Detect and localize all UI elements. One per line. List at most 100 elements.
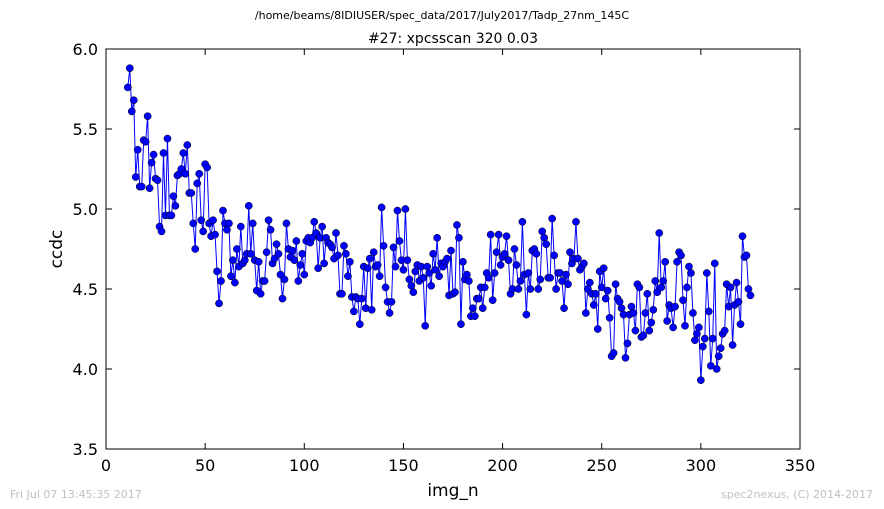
data-point xyxy=(385,309,394,317)
data-point xyxy=(187,189,196,197)
data-point xyxy=(609,349,618,357)
data-point xyxy=(673,257,681,266)
data-point xyxy=(191,245,200,253)
data-point xyxy=(260,277,269,285)
data-point xyxy=(698,342,707,351)
data-point xyxy=(346,257,354,266)
plot-area: 0 50 100 150 200 250 300 350 3.5 4.0 4.5 5.0 5.5 6.0 xyxy=(73,40,816,475)
data-point xyxy=(677,251,685,260)
data-point xyxy=(203,163,211,172)
data-point xyxy=(605,313,614,322)
data-point xyxy=(524,269,533,277)
data-point xyxy=(240,256,249,265)
data-point xyxy=(580,259,588,268)
data-point xyxy=(421,321,430,330)
data-point xyxy=(227,272,235,281)
data-point xyxy=(562,270,570,279)
data-point xyxy=(732,278,741,287)
data-point xyxy=(314,264,323,273)
suptitle: /home/beams/8IDIUSER/spec_data/2017/July… xyxy=(255,9,630,22)
data-point xyxy=(540,233,549,242)
data-point xyxy=(278,294,287,303)
data-point xyxy=(342,249,350,258)
data-point xyxy=(288,246,297,255)
data-point xyxy=(746,291,755,300)
data-point xyxy=(292,237,301,245)
footer-timestamp: Fri Jul 07 13:45:35 2017 xyxy=(10,488,142,501)
data-point xyxy=(133,145,142,154)
data-point xyxy=(298,249,307,258)
data-point xyxy=(262,248,271,257)
data-point xyxy=(504,256,513,265)
data-point xyxy=(447,246,455,255)
data-point xyxy=(318,222,326,231)
data-point xyxy=(231,278,239,287)
y-tick-label: 3.5 xyxy=(73,440,98,459)
y-axis-label: ccdc xyxy=(47,230,67,269)
data-point xyxy=(496,261,505,269)
data-point xyxy=(145,184,154,193)
data-point xyxy=(457,320,465,329)
data-point xyxy=(125,64,134,73)
data-point xyxy=(167,211,176,220)
data-point xyxy=(395,237,404,245)
data-point xyxy=(320,259,328,268)
data-point xyxy=(379,241,388,250)
data-point xyxy=(552,285,560,293)
x-tick-label: 0 xyxy=(101,456,111,475)
data-point xyxy=(290,256,299,265)
x-axis-label: img_n xyxy=(427,481,478,501)
data-point xyxy=(419,273,428,282)
series-group xyxy=(123,64,755,385)
data-point xyxy=(225,219,233,228)
data-point xyxy=(708,334,717,343)
data-point xyxy=(199,227,208,236)
data-point xyxy=(254,257,263,266)
data-point xyxy=(710,259,719,268)
data-point xyxy=(463,270,471,279)
data-point xyxy=(726,283,735,292)
data-point xyxy=(246,249,255,258)
data-point xyxy=(526,285,535,293)
data-point xyxy=(229,256,237,265)
x-tick-label: 50 xyxy=(195,456,215,475)
data-point xyxy=(744,285,753,293)
data-point xyxy=(564,280,572,289)
data-point xyxy=(211,230,219,239)
y-tick-label: 4.5 xyxy=(73,280,98,299)
data-point xyxy=(407,281,416,290)
data-point xyxy=(153,176,162,185)
data-point xyxy=(516,277,525,285)
data-point xyxy=(459,257,467,266)
data-point xyxy=(738,232,747,241)
data-point xyxy=(223,225,231,234)
data-point xyxy=(427,281,436,290)
data-point xyxy=(244,201,253,210)
data-point xyxy=(502,232,511,241)
data-point xyxy=(355,320,364,329)
data-point xyxy=(171,201,180,210)
data-point xyxy=(468,304,477,313)
x-ticks: 0 50 100 150 200 250 300 350 xyxy=(101,49,815,475)
data-point xyxy=(256,289,265,298)
data-point xyxy=(685,262,693,271)
data-point xyxy=(470,312,479,321)
data-point xyxy=(389,243,398,252)
data-point xyxy=(534,285,543,293)
data-point xyxy=(621,353,630,362)
x-tick-label: 200 xyxy=(487,456,518,475)
data-point xyxy=(217,277,225,285)
data-point xyxy=(264,216,273,225)
data-point xyxy=(736,320,745,329)
data-point xyxy=(532,249,541,258)
data-point xyxy=(629,309,638,317)
data-point xyxy=(181,169,190,178)
data-point xyxy=(714,352,723,361)
data-point xyxy=(689,309,697,317)
y-tick-label: 5.0 xyxy=(73,200,98,219)
data-point xyxy=(141,137,150,146)
data-point xyxy=(720,326,729,335)
data-point xyxy=(601,294,610,303)
data-point xyxy=(451,288,459,297)
data-point xyxy=(453,221,461,229)
